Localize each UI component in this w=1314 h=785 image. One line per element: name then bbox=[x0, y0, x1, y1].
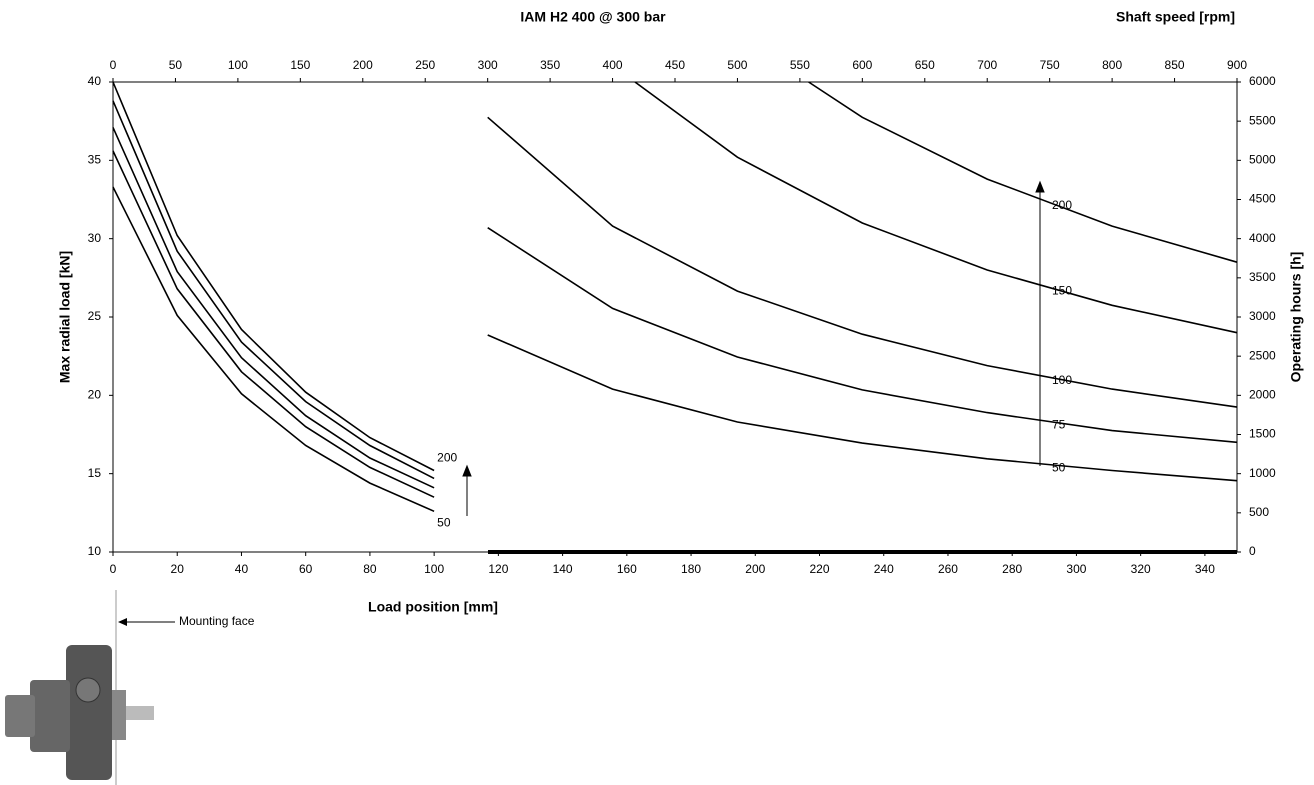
x2-tick-label: 100 bbox=[228, 58, 248, 72]
arrows bbox=[462, 180, 1045, 516]
y-axis-title: Max radial load [kN] bbox=[57, 251, 73, 383]
y2-tick-label: 2000 bbox=[1249, 388, 1276, 402]
x-tick-label: 260 bbox=[938, 562, 958, 576]
series-line bbox=[112, 100, 435, 480]
y2-tick-label: 1000 bbox=[1249, 466, 1276, 480]
y2-tick-label: 2500 bbox=[1249, 348, 1276, 362]
x-tick-label: 240 bbox=[874, 562, 894, 576]
x2-tick-label: 650 bbox=[915, 58, 935, 72]
x-axis-title: Load position [mm] bbox=[368, 599, 498, 615]
y2-tick-label: 0 bbox=[1249, 544, 1256, 558]
x2-tick-label: 550 bbox=[790, 58, 810, 72]
y-tick-label: 10 bbox=[88, 544, 102, 558]
mounting-arrowhead bbox=[118, 618, 127, 626]
x2-tick-label: 150 bbox=[290, 58, 310, 72]
annotation: Mounting face bbox=[179, 614, 255, 628]
x-tick-label: 300 bbox=[1066, 562, 1086, 576]
x-tick-label: 160 bbox=[617, 562, 637, 576]
x-tick-label: 140 bbox=[553, 562, 573, 576]
series-label: 200 bbox=[437, 451, 457, 465]
x-tick-label: 100 bbox=[424, 562, 444, 576]
x2-tick-label: 0 bbox=[110, 58, 117, 72]
series-line bbox=[112, 150, 435, 498]
x2-tick-label: 900 bbox=[1227, 58, 1247, 72]
series-line bbox=[487, 116, 1238, 408]
series-line bbox=[112, 81, 435, 472]
plot-frame bbox=[112, 81, 1238, 553]
x2-tick-label: 750 bbox=[1040, 58, 1060, 72]
x2-tick-label: 500 bbox=[727, 58, 747, 72]
motor-image bbox=[5, 645, 154, 780]
x-tick-label: 280 bbox=[1002, 562, 1022, 576]
y2-tick-label: 5000 bbox=[1249, 153, 1276, 167]
series-label: 150 bbox=[1052, 283, 1072, 297]
y2-tick-label: 5500 bbox=[1249, 113, 1276, 127]
x2-tick-label: 300 bbox=[478, 58, 498, 72]
y-tick-label: 35 bbox=[88, 153, 102, 167]
y-tick-label: 15 bbox=[88, 466, 102, 480]
x-tick-label: 80 bbox=[363, 562, 377, 576]
x2-tick-label: 250 bbox=[415, 58, 435, 72]
x2-axis-title: Shaft speed [rpm] bbox=[1116, 9, 1235, 25]
x2-tick-label: 400 bbox=[603, 58, 623, 72]
x-tick-label: 0 bbox=[110, 562, 117, 576]
y2-tick-label: 3000 bbox=[1249, 309, 1276, 323]
x2-tick-label: 50 bbox=[169, 58, 183, 72]
y2-tick-label: 6000 bbox=[1249, 74, 1276, 88]
y2-tick-label: 3500 bbox=[1249, 270, 1276, 284]
x-tick-label: 20 bbox=[171, 562, 185, 576]
x2-tick-label: 450 bbox=[665, 58, 685, 72]
series-label: 50 bbox=[1052, 461, 1066, 475]
series-label: 50 bbox=[437, 515, 451, 529]
y-tick-label: 40 bbox=[88, 74, 102, 88]
x-tick-label: 120 bbox=[488, 562, 508, 576]
x2-tick-label: 850 bbox=[1165, 58, 1185, 72]
series-line bbox=[112, 127, 435, 489]
series-label: 100 bbox=[1052, 373, 1072, 387]
x-tick-label: 40 bbox=[235, 562, 249, 576]
y2-tick-label: 1500 bbox=[1249, 427, 1276, 441]
x-tick-label: 200 bbox=[745, 562, 765, 576]
x-tick-label: 320 bbox=[1131, 562, 1151, 576]
x2-tick-label: 600 bbox=[852, 58, 872, 72]
series-line bbox=[112, 186, 435, 513]
x-tick-label: 60 bbox=[299, 562, 313, 576]
y2-tick-label: 4000 bbox=[1249, 231, 1276, 245]
y2-tick-label: 500 bbox=[1249, 505, 1269, 519]
series-label: 200 bbox=[1052, 198, 1072, 212]
y2-tick-label: 4500 bbox=[1249, 192, 1276, 206]
series-line bbox=[487, 227, 1238, 444]
series-label: 75 bbox=[1052, 418, 1066, 432]
x2-tick-label: 700 bbox=[977, 58, 997, 72]
x-tick-label: 220 bbox=[809, 562, 829, 576]
x2-tick-label: 350 bbox=[540, 58, 560, 72]
y-tick-label: 30 bbox=[88, 231, 102, 245]
series-line bbox=[487, 334, 1238, 482]
x2-tick-label: 200 bbox=[353, 58, 373, 72]
series-line bbox=[808, 81, 1238, 263]
y-tick-label: 20 bbox=[88, 388, 102, 402]
series-line bbox=[634, 81, 1238, 334]
x-tick-label: 340 bbox=[1195, 562, 1215, 576]
chart-title: IAM H2 400 @ 300 bar bbox=[520, 9, 666, 25]
x-tick-label: 180 bbox=[681, 562, 701, 576]
y-tick-label: 25 bbox=[88, 309, 102, 323]
x2-tick-label: 800 bbox=[1102, 58, 1122, 72]
y2-axis-title: Operating hours [h] bbox=[1288, 252, 1304, 383]
